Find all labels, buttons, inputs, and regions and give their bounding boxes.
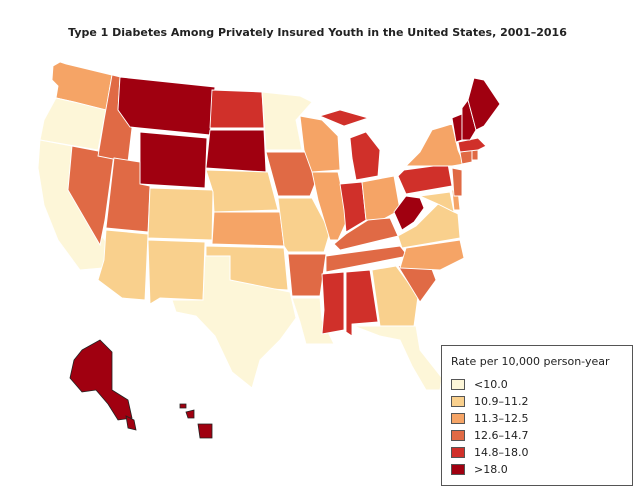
- state-OH: [361, 175, 401, 223]
- state-MI: [349, 131, 381, 181]
- state-HI-3: [179, 403, 187, 409]
- states-layer: [37, 61, 501, 391]
- legend-item: 10.9–11.2: [451, 394, 528, 408]
- hawaii-inset: [179, 403, 213, 439]
- state-UT: [105, 157, 151, 233]
- state-GA: [371, 265, 419, 327]
- state-MA: [457, 137, 487, 153]
- legend-swatch: [451, 429, 465, 441]
- legend: Rate per 10,000 person-year <10.0 10.9–1…: [441, 345, 633, 486]
- legend-item: 12.6–14.7: [451, 428, 528, 442]
- state-AK: [69, 339, 133, 421]
- state-MO: [277, 197, 331, 253]
- state-AK-tail: [125, 415, 137, 431]
- state-OR: [39, 97, 107, 151]
- state-ND: [209, 89, 265, 129]
- state-MD: [418, 191, 455, 213]
- legend-label: 10.9–11.2: [474, 394, 529, 408]
- legend-item: 11.3–12.5: [451, 411, 528, 425]
- alaska-inset: [69, 339, 137, 431]
- state-AL: [345, 269, 379, 337]
- state-HI-2: [185, 409, 195, 419]
- map-title: Type 1 Diabetes Among Privately Insured …: [68, 26, 567, 39]
- legend-label: <10.0: [474, 377, 508, 391]
- state-TX: [171, 255, 297, 389]
- state-IL: [311, 171, 349, 241]
- state-WV: [393, 195, 425, 231]
- state-MT: [117, 76, 216, 136]
- state-IA: [265, 151, 319, 197]
- state-VA: [397, 203, 461, 249]
- state-IN: [339, 181, 367, 233]
- state-PA: [397, 163, 453, 195]
- state-MS: [321, 271, 345, 335]
- state-FL: [353, 325, 443, 391]
- legend-swatch: [451, 378, 465, 390]
- legend-label: >18.0: [474, 462, 508, 476]
- legend-swatch: [451, 412, 465, 424]
- legend-label: 12.6–14.7: [474, 428, 529, 442]
- state-MI-UP: [318, 109, 370, 127]
- state-NC: [399, 239, 465, 271]
- state-NM: [147, 239, 206, 305]
- legend-item: <10.0: [451, 377, 508, 391]
- state-AR: [287, 253, 327, 297]
- state-SD: [205, 129, 267, 173]
- state-CO: [147, 187, 214, 241]
- state-NE: [205, 169, 279, 213]
- state-KY: [333, 217, 399, 251]
- state-ME: [467, 77, 501, 131]
- state-AZ: [97, 229, 149, 301]
- legend-swatch: [451, 446, 465, 458]
- state-NJ: [451, 167, 463, 197]
- legend-label: 11.3–12.5: [474, 411, 529, 425]
- state-WI: [299, 115, 341, 173]
- legend-title: Rate per 10,000 person-year: [451, 355, 610, 368]
- legend-swatch: [451, 395, 465, 407]
- state-HI-1: [197, 423, 213, 439]
- state-WY: [139, 131, 208, 189]
- state-RI: [471, 149, 479, 161]
- legend-swatch: [451, 463, 465, 475]
- state-MN: [261, 91, 313, 151]
- legend-item: 14.8–18.0: [451, 445, 528, 459]
- state-KS: [211, 211, 285, 247]
- state-NH: [461, 98, 477, 141]
- legend-label: 14.8–18.0: [474, 445, 529, 459]
- legend-item: >18.0: [451, 462, 508, 476]
